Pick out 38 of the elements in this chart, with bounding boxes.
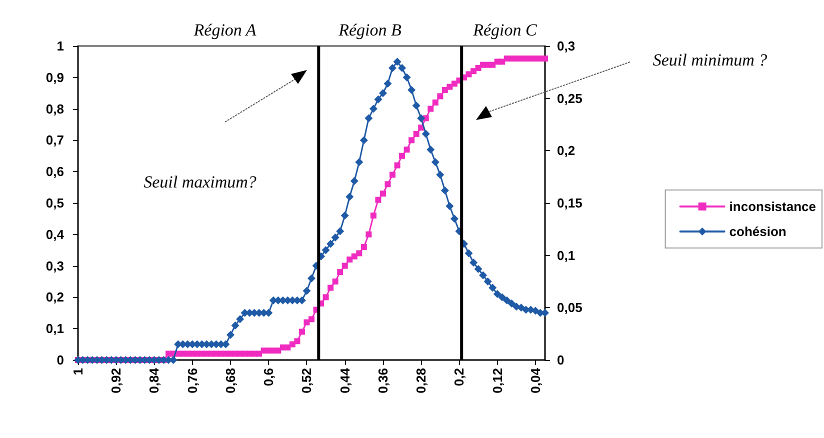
x-tick-label: 1 (70, 368, 86, 376)
y2-tick-label: 0,25 (557, 90, 582, 106)
x-tick-label: 0,84 (146, 367, 162, 394)
y2-tick-label: 0,15 (557, 196, 582, 210)
y-tick-label: 0,5 (46, 196, 64, 210)
y-tick-label: 0,2 (46, 290, 64, 305)
x-tick-label: 0,52 (299, 368, 314, 394)
text: Région A (192, 20, 257, 40)
x-tick-label: 0,44 (337, 367, 352, 394)
text: Région C (472, 20, 538, 40)
legend-label: cohésion (729, 224, 786, 239)
text: Région B (338, 20, 402, 40)
y2-tick-label: 0,2 (557, 143, 576, 158)
x-tick-label: 0,76 (184, 368, 200, 394)
annotation: Seuil maximum? (144, 172, 257, 192)
legend-label: inconsistance (729, 199, 816, 214)
x-tick-label: 0,6 (261, 368, 276, 386)
x-tick-label: 0,2 (452, 368, 467, 386)
y-tick-label: 0,9 (46, 70, 64, 85)
y-tick-label: 0,7 (46, 132, 64, 148)
y2-tick-label: 0 (557, 352, 564, 368)
y-tick-label: 0,8 (46, 101, 64, 116)
y2-tick-label: 0,1 (557, 248, 576, 263)
y-tick-label: 1 (56, 38, 64, 54)
y-tick-label: 0 (56, 352, 64, 368)
x-tick-label: 0,12 (490, 368, 505, 394)
y-tick-label: 0,4 (46, 226, 65, 242)
y2-tick-label: 0,05 (557, 300, 582, 316)
y-tick-label: 0,1 (46, 321, 64, 336)
y2-tick-label: 0,3 (557, 38, 576, 54)
x-tick-label: 0,04 (528, 367, 543, 394)
text: Seuil minimum ? (652, 50, 768, 70)
y-tick-label: 0,3 (46, 258, 64, 274)
y-tick-label: 0,6 (46, 164, 64, 180)
x-tick-label: 0,28 (414, 368, 429, 394)
x-tick-label: 0,68 (222, 368, 238, 394)
x-tick-label: 0,36 (375, 368, 390, 394)
x-tick-label: 0,92 (108, 368, 124, 394)
